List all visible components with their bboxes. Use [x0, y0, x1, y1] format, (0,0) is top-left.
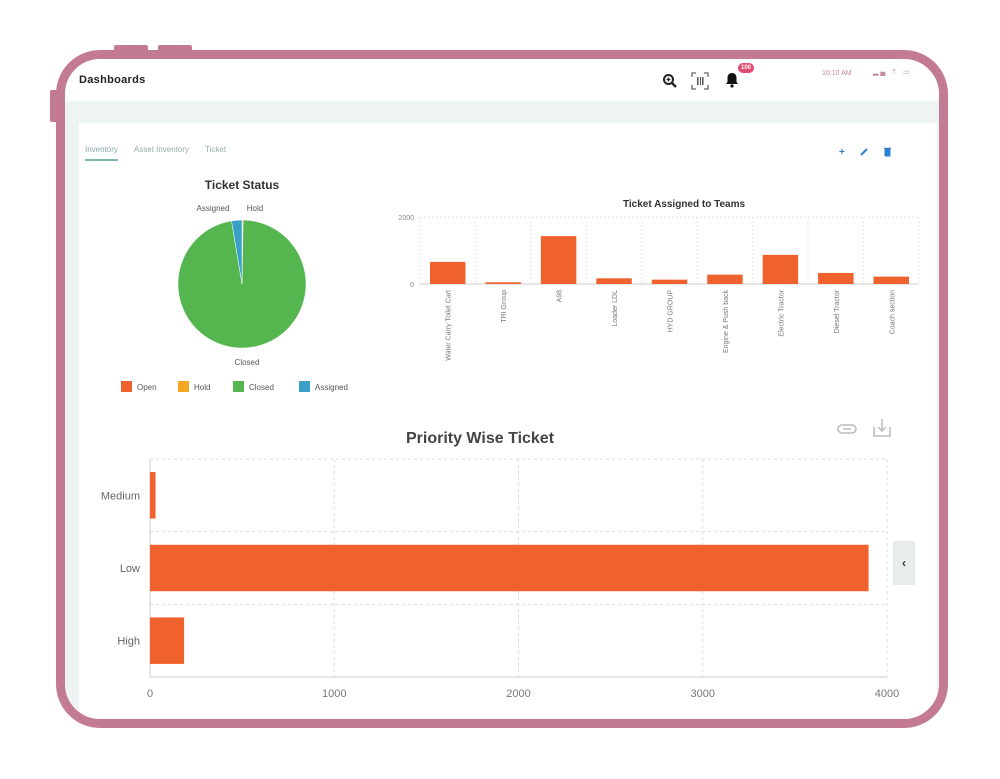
dashboard-panel [79, 123, 937, 719]
bell-icon[interactable] [723, 71, 741, 89]
device-button-side [50, 90, 58, 122]
status-icons: ▂▄ ⇡ ▭ [873, 68, 912, 76]
x-tick-label: 2000 [506, 688, 530, 700]
team-x-label: Water Carry Toilet Cart [446, 290, 453, 361]
team-bar[interactable] [485, 282, 521, 284]
legend-item-hold[interactable]: Hold [178, 381, 210, 392]
legend-label: Hold [194, 383, 210, 392]
team-x-label: Coach section [889, 290, 896, 334]
team-bar-chart: Ticket Assigned to Teams 0 2000 Water Car… [398, 199, 920, 361]
team-bar[interactable] [540, 236, 577, 284]
team-x-label: Engine & Push back [723, 290, 730, 354]
signal-icon: ▂▄ [873, 69, 888, 76]
priority-chart-title: Priority Wise Ticket [406, 430, 555, 447]
delete-icon[interactable] [883, 147, 892, 160]
pie-slice-assigned[interactable] [231, 219, 243, 285]
ticket-status-chart: Ticket Status Assigned Hold Closed Open Hol… [121, 178, 348, 392]
pie-label-assigned: Assigned [197, 204, 230, 213]
barcode-scan-icon[interactable] [691, 72, 709, 90]
team-bar[interactable] [707, 274, 743, 284]
legend-label: Open [137, 383, 157, 392]
tab-inventory[interactable]: Inventory [85, 145, 118, 161]
collapse-panel-button[interactable]: ‹ [893, 541, 915, 585]
tab-ticket[interactable]: Ticket [205, 145, 227, 154]
charts-canvas: Ticket Status Assigned Hold Closed Open Hol… [101, 178, 920, 700]
legend-item-assigned[interactable]: Assigned [299, 381, 348, 392]
edit-icon[interactable] [859, 147, 869, 160]
team-x-label: A98 [557, 290, 564, 303]
legend-swatch [233, 381, 244, 392]
legend-swatch [299, 381, 310, 392]
dashboard-tabs: Inventory Asset Inventory Ticket [85, 145, 226, 161]
pie-title: Ticket Status [205, 178, 280, 192]
pie-legend: Open Hold Closed Assigned [121, 381, 348, 392]
team-x-label: Diesel Tractor [834, 289, 841, 333]
team-bar[interactable] [429, 261, 466, 284]
team-bar[interactable] [762, 254, 799, 284]
top-bar: Dashboards 100 10:10 AM ▂▄ ⇡ ▭ [65, 59, 939, 101]
priority-bar-low[interactable] [150, 544, 869, 592]
screen: Dashboards 100 10:10 AM ▂▄ ⇡ ▭ Inventory… [65, 59, 939, 719]
device-button-top-1 [114, 45, 148, 53]
legend-label: Closed [249, 383, 274, 392]
team-x-label: Loader LDL [612, 290, 619, 327]
pie-label-closed: Closed [235, 358, 260, 367]
tab-asset-inventory[interactable]: Asset Inventory [133, 145, 190, 154]
wifi-icon: ⇡ [891, 69, 900, 76]
team-bar[interactable] [596, 278, 632, 284]
x-tick-label: 4000 [875, 688, 899, 700]
priority-y-label: Medium [101, 490, 140, 502]
zoom-search-icon[interactable] [661, 72, 679, 90]
x-tick-label: 1000 [322, 688, 346, 700]
legend-swatch [178, 381, 189, 392]
y-tick-label: 2000 [398, 215, 414, 222]
app-title: Dashboards [79, 74, 146, 86]
status-time: 10:10 AM [822, 70, 852, 77]
notification-badge: 100 [738, 63, 755, 73]
device-button-top-2 [158, 45, 192, 53]
priority-bar-high[interactable] [150, 617, 185, 664]
panel-toolbar: + [839, 147, 892, 160]
team-x-label: Electric Tractor [778, 289, 785, 336]
legend-label: Assigned [315, 383, 348, 392]
team-bar[interactable] [818, 272, 854, 284]
legend-item-open[interactable]: Open [121, 381, 157, 392]
team-chart-title: Ticket Assigned to Teams [623, 199, 746, 210]
y-tick-label: 0 [410, 282, 414, 289]
add-icon[interactable]: + [839, 147, 845, 158]
priority-y-label: High [117, 636, 140, 648]
priority-bar-medium[interactable] [150, 472, 156, 519]
legend-swatch [121, 381, 132, 392]
link-icon[interactable] [837, 424, 857, 434]
team-x-label: TRI Group [501, 290, 508, 323]
team-bar[interactable] [873, 276, 910, 284]
team-x-label: HYD GROUP [668, 290, 675, 333]
x-tick-label: 0 [147, 688, 153, 700]
priority-y-label: Low [120, 563, 140, 575]
legend-item-closed[interactable]: Closed [233, 381, 274, 392]
battery-icon: ▭ [903, 69, 912, 76]
x-tick-label: 3000 [691, 688, 715, 700]
priority-bar-chart: Priority Wise Ticket 0 1000 2000 3000 4000 M… [101, 419, 899, 700]
chevron-left-icon: ‹ [902, 556, 906, 570]
download-icon[interactable] [873, 419, 891, 437]
pie-label-hold: Hold [247, 204, 263, 213]
team-bar[interactable] [651, 279, 688, 284]
